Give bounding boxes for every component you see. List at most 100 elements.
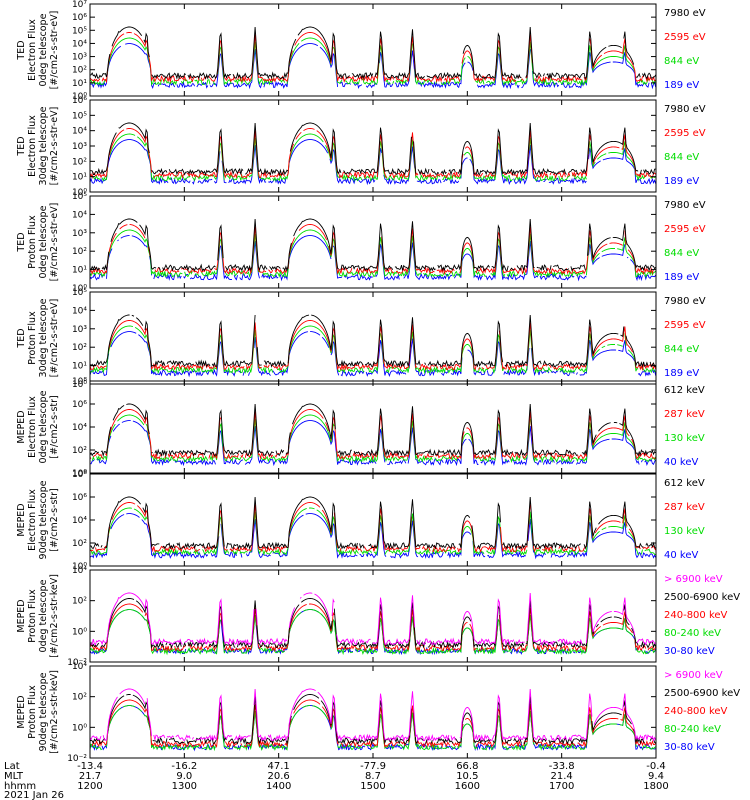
legend-black: 7980 eV (664, 104, 706, 115)
lat-value: -16.2 (171, 761, 197, 772)
trace-magenta-panel-8 (89, 688, 657, 743)
legend-black: 612 keV (664, 478, 705, 489)
legend-red: 287 keV (664, 502, 705, 513)
ytick-label: 10⁶ (72, 493, 87, 503)
legend-blue: 40 keV (664, 457, 698, 468)
ytick-label: 10³ (72, 229, 87, 239)
legend-blue: 189 eV (664, 272, 699, 283)
ytick-label: 10⁴ (72, 662, 87, 672)
ytick-label: 10⁶ (72, 400, 87, 410)
ytick-label: 10⁵ (72, 26, 87, 36)
ylabel-5: MEPED Electron Flux 0deg telescope [#/cm2-s… (16, 390, 60, 463)
ytick-label: 10² (72, 446, 87, 456)
ylabel-line: TED (16, 328, 27, 348)
ylabel-line: MEPED (16, 503, 27, 536)
ylabel-line: [#/cm2-s-str] (49, 395, 60, 458)
lat-value: -33.8 (549, 761, 575, 772)
legend-red: 2595 eV (664, 224, 706, 235)
ylabel-line: TED (16, 136, 27, 156)
ylabel-line: [#/cm2-s-str-eV] (49, 11, 60, 90)
ytick-label: 10⁴ (72, 210, 87, 220)
mlt-value: 10.5 (456, 771, 478, 782)
mlt-value: 20.6 (268, 771, 290, 782)
ylabel-line: 0deg telescope (38, 13, 49, 86)
ylabel-line: 90deg telescope (38, 480, 49, 559)
mlt-value: 21.4 (551, 771, 573, 782)
ylabel-line: MEPED (16, 410, 27, 443)
legend-green: 130 keV (664, 433, 705, 444)
trace-black-panel-4 (89, 314, 656, 368)
ytick-label: 10² (72, 157, 87, 167)
ylabel-line: Proton Flux (27, 215, 38, 269)
ytick-label: 10¹ (72, 79, 87, 89)
legend-red: 2595 eV (664, 32, 706, 43)
mlt-value: 9.0 (176, 771, 192, 782)
ylabel-line: Electron Flux (27, 396, 38, 458)
ylabel-line: Electron Flux (27, 19, 38, 81)
trace-black-panel-1 (89, 26, 657, 80)
trace-red-panel-5 (89, 409, 656, 461)
ytick-label: 10⁶ (72, 13, 87, 23)
trace-green-panel-2 (89, 133, 656, 183)
legend-black: 7980 eV (664, 200, 706, 211)
ylabel-line: [#/cm2-s-str-eV] (49, 203, 60, 282)
ytick-label: 10⁸ (72, 377, 87, 387)
ytick-label: 10⁴ (72, 566, 87, 576)
legend-red: 287 keV (664, 409, 705, 420)
lat-value: -0.4 (646, 761, 666, 772)
legend-red: 240-800 keV (664, 706, 728, 717)
ylabel-4: TED Proton Flux 30deg telescope [#/cm2-s-st… (16, 298, 60, 377)
ytick-label: 10¹ (72, 173, 87, 183)
lat-value: -77.9 (360, 761, 386, 772)
ylabel-line: Proton Flux (27, 311, 38, 365)
legend-green: 844 eV (664, 248, 699, 259)
legend-red: 2595 eV (664, 320, 706, 331)
ytick-label: 10⁻² (67, 754, 87, 764)
ytick-label: 10¹ (72, 362, 87, 372)
ytick-label: 10⁻² (67, 658, 87, 668)
hhmm-value: 1300 (172, 781, 197, 792)
ylabel-line: Proton Flux (27, 685, 38, 739)
trace-red-panel-8 (91, 699, 657, 749)
ylabel-8: MEPED Proton Flux 90deg telescope [#/cm2-s-… (16, 670, 60, 754)
ylabel-line: 90deg telescope (38, 672, 49, 751)
ylabel-2: TED Electron Flux 30deg telescope [#/cm2-s-… (16, 106, 60, 185)
legend-blue: 189 eV (664, 80, 699, 91)
hhmm-value: 1600 (455, 781, 480, 792)
ylabel-line: Electron Flux (27, 115, 38, 177)
legend-blue: 189 eV (664, 368, 699, 379)
ylabel-line: Electron Flux (27, 489, 38, 551)
ylabel-7: MEPED Proton Flux 0deg telescope [#/cm2-s-s… (16, 574, 60, 658)
legend-blue: 189 eV (664, 176, 699, 187)
hhmm-value: 1200 (77, 781, 102, 792)
ylabel-line: 0deg telescope (38, 205, 49, 278)
ytick-label: 10⁰ (72, 469, 87, 479)
ylabel-line: TED (16, 232, 27, 252)
legend-green: 130 keV (664, 526, 705, 537)
ytick-label: 10² (72, 343, 87, 353)
lat-value: 66.8 (456, 761, 478, 772)
legend-black: 7980 eV (664, 8, 706, 19)
hhmm-value: 1700 (549, 781, 574, 792)
legend-red: 240-800 keV (664, 610, 728, 621)
ytick-label: 10⁰ (72, 188, 87, 198)
ylabel-line: [#/cm2-s-str-eV] (49, 107, 60, 186)
ytick-label: 10² (72, 693, 87, 703)
lat-value: 47.1 (268, 761, 290, 772)
ytick-label: 10⁰ (72, 723, 87, 733)
legend-green: 844 eV (664, 344, 699, 355)
trace-black-panel-3 (89, 218, 657, 273)
ytick-label: 10⁴ (72, 39, 87, 49)
hhmm-value: 1800 (643, 781, 668, 792)
ytick-label: 10⁴ (72, 306, 87, 316)
ylabel-line: 0deg telescope (38, 579, 49, 652)
ytick-label: 10³ (72, 142, 87, 152)
hhmm-value: 1400 (266, 781, 291, 792)
ytick-label: 10² (72, 66, 87, 76)
ytick-label: 10⁶ (72, 96, 87, 106)
ylabel-6: MEPED Electron Flux 90deg telescope [#/cm2-… (16, 480, 60, 559)
legend-blue: 30-80 keV (664, 646, 715, 657)
ytick-label: 10⁴ (72, 516, 87, 526)
ytick-label: 10² (72, 539, 87, 549)
legend-black: 7980 eV (664, 296, 706, 307)
